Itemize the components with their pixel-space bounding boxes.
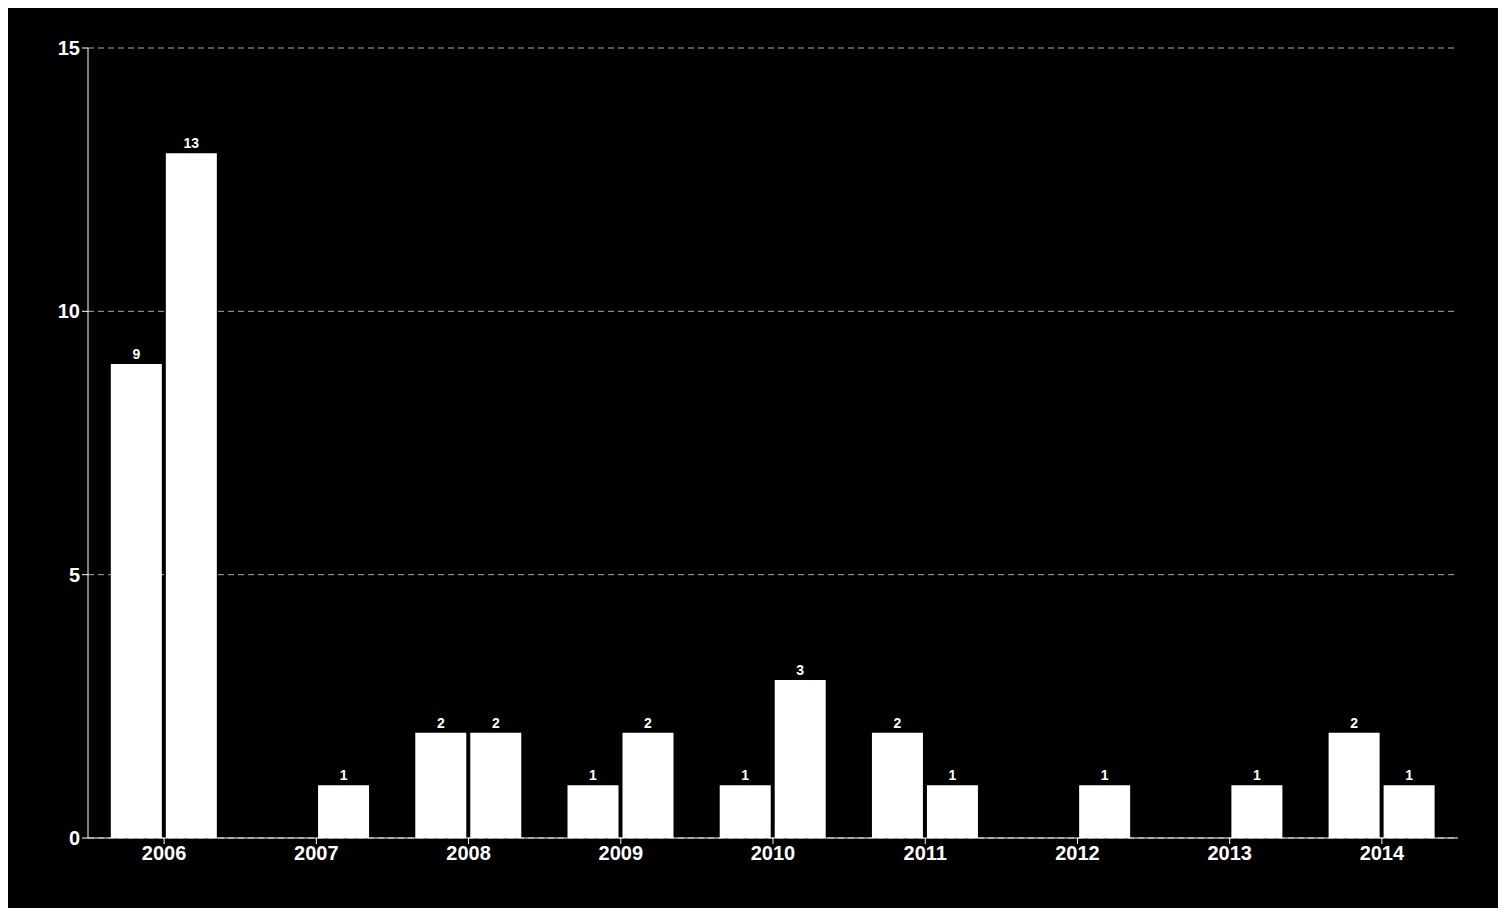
svg-text:2: 2 <box>894 715 902 731</box>
svg-text:2011: 2011 <box>904 842 947 864</box>
svg-text:1: 1 <box>1101 767 1109 783</box>
svg-text:13: 13 <box>184 135 200 151</box>
svg-text:2: 2 <box>1350 715 1358 731</box>
svg-text:2014: 2014 <box>1360 842 1405 864</box>
svg-text:1: 1 <box>1405 767 1413 783</box>
svg-text:1: 1 <box>741 767 749 783</box>
svg-text:2010: 2010 <box>751 842 796 864</box>
svg-text:10: 10 <box>58 300 80 322</box>
svg-text:9: 9 <box>132 346 140 362</box>
svg-text:2: 2 <box>437 715 445 731</box>
svg-text:1: 1 <box>589 767 597 783</box>
svg-text:2012: 2012 <box>1055 842 1100 864</box>
svg-text:2: 2 <box>644 715 652 731</box>
svg-text:1: 1 <box>949 767 957 783</box>
svg-text:15: 15 <box>58 37 80 59</box>
svg-text:2007: 2007 <box>294 842 339 864</box>
svg-text:2: 2 <box>492 715 500 731</box>
svg-text:2008: 2008 <box>446 842 491 864</box>
svg-text:2013: 2013 <box>1207 842 1252 864</box>
svg-text:2009: 2009 <box>599 842 644 864</box>
svg-text:2006: 2006 <box>142 842 187 864</box>
svg-text:5: 5 <box>69 564 80 586</box>
svg-text:1: 1 <box>340 767 348 783</box>
svg-text:0: 0 <box>69 827 80 849</box>
svg-text:1: 1 <box>1253 767 1261 783</box>
svg-text:3: 3 <box>796 662 804 678</box>
